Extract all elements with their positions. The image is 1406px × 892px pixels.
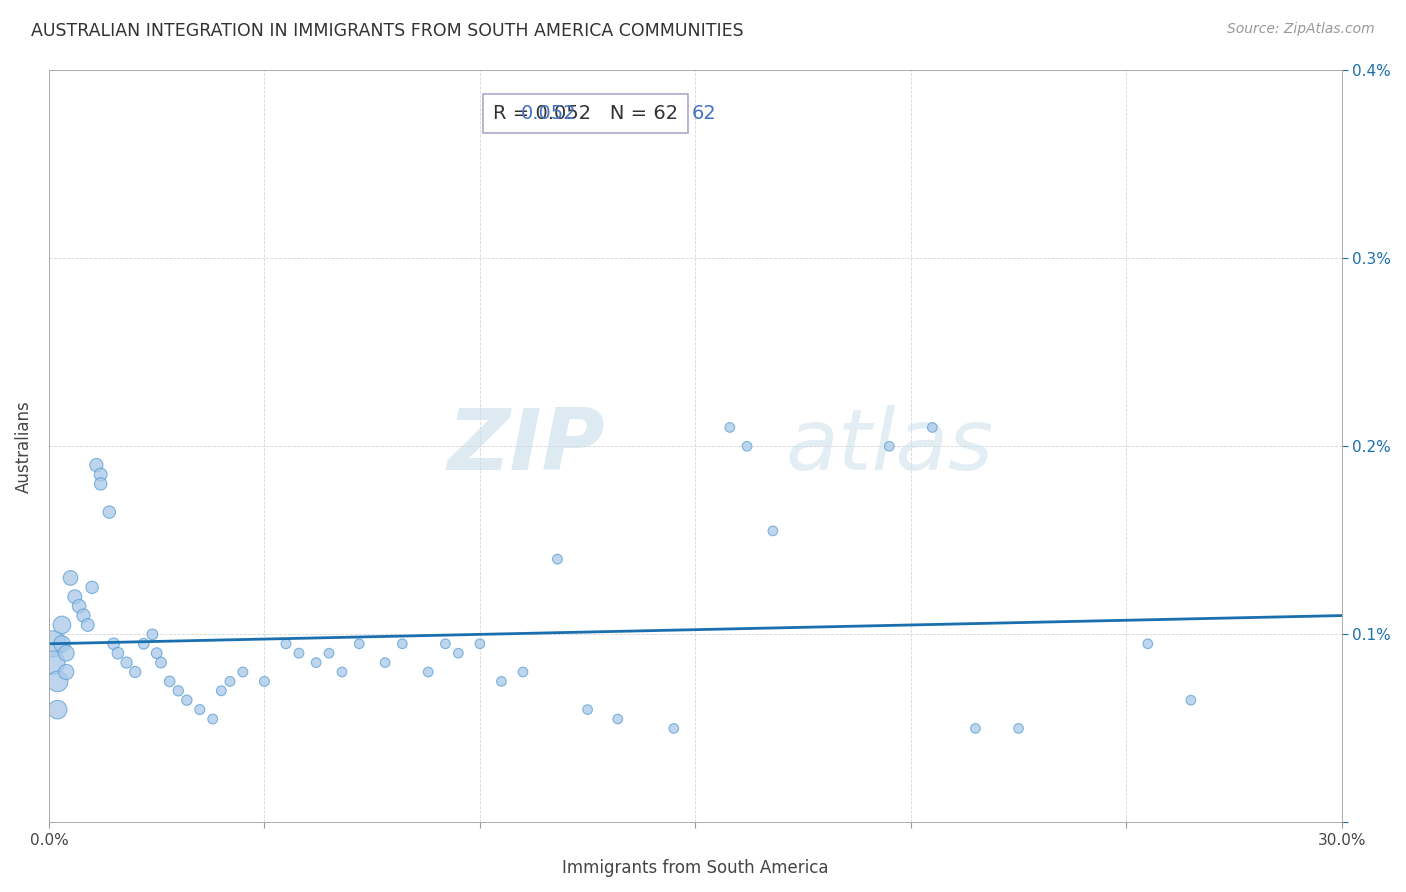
Point <box>159 674 181 689</box>
Point <box>150 656 173 670</box>
Point <box>288 646 311 660</box>
Point <box>374 656 396 670</box>
Point <box>42 637 65 651</box>
Point <box>253 674 276 689</box>
Point <box>103 637 125 651</box>
Point <box>59 571 82 585</box>
Text: 62: 62 <box>692 104 717 123</box>
Y-axis label: Australians: Australians <box>15 400 32 492</box>
Text: ZIP: ZIP <box>447 405 605 488</box>
Point <box>201 712 224 726</box>
Point <box>347 637 370 651</box>
Point <box>232 665 254 679</box>
Point <box>72 608 94 623</box>
Point <box>145 646 167 660</box>
Point <box>1180 693 1202 707</box>
Text: Source: ZipAtlas.com: Source: ZipAtlas.com <box>1227 22 1375 37</box>
Point <box>98 505 121 519</box>
Point <box>921 420 943 434</box>
Point <box>124 665 146 679</box>
Point <box>1136 637 1159 651</box>
Point <box>305 656 328 670</box>
Point <box>209 683 232 698</box>
Point <box>391 637 413 651</box>
Point <box>55 646 77 660</box>
Point <box>67 599 90 614</box>
Point <box>434 637 457 651</box>
Point <box>115 656 138 670</box>
Point <box>80 580 103 594</box>
Point <box>762 524 785 538</box>
Point <box>718 420 741 434</box>
Point <box>107 646 129 660</box>
Point <box>447 646 470 660</box>
Text: R = 0.052   N = 62: R = 0.052 N = 62 <box>494 104 678 123</box>
Point <box>965 722 987 736</box>
Point <box>176 693 198 707</box>
Point <box>46 674 69 689</box>
Point <box>735 439 758 453</box>
Point <box>468 637 491 651</box>
Point <box>418 665 440 679</box>
Point <box>63 590 86 604</box>
X-axis label: Immigrants from South America: Immigrants from South America <box>562 859 828 877</box>
Point <box>274 637 297 651</box>
Point <box>46 703 69 717</box>
Point <box>877 439 900 453</box>
Text: 0.052: 0.052 <box>520 104 576 123</box>
Point <box>318 646 340 660</box>
Point <box>167 683 190 698</box>
Point <box>42 656 65 670</box>
Text: atlas: atlas <box>786 405 994 488</box>
Point <box>90 467 112 482</box>
Point <box>76 618 98 632</box>
Point <box>188 703 211 717</box>
Point <box>576 703 599 717</box>
Point <box>86 458 108 472</box>
Point <box>606 712 628 726</box>
Point <box>132 637 155 651</box>
Point <box>330 665 353 679</box>
Point <box>141 627 163 641</box>
Point <box>219 674 242 689</box>
Text: AUSTRALIAN INTEGRATION IN IMMIGRANTS FROM SOUTH AMERICA COMMUNITIES: AUSTRALIAN INTEGRATION IN IMMIGRANTS FRO… <box>31 22 744 40</box>
Point <box>546 552 568 566</box>
Point <box>662 722 685 736</box>
Point <box>1007 722 1029 736</box>
Point <box>512 665 534 679</box>
Point <box>90 476 112 491</box>
Point <box>491 674 513 689</box>
Point <box>55 665 77 679</box>
Point <box>51 637 73 651</box>
Point <box>51 618 73 632</box>
